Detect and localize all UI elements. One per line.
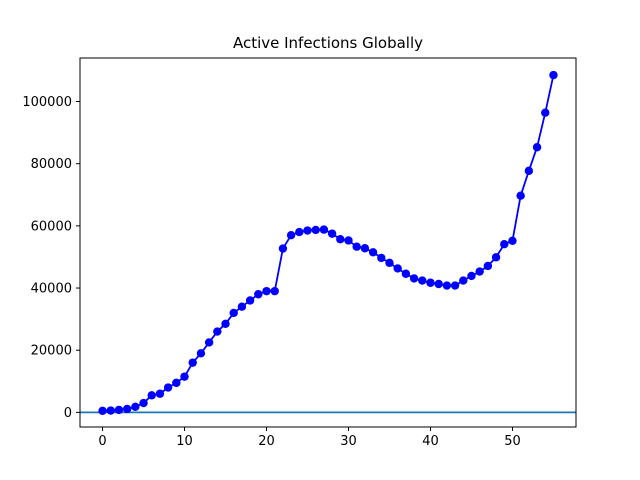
data-point	[434, 279, 443, 289]
data-point	[344, 236, 353, 245]
data-point	[221, 319, 230, 328]
data-point	[352, 242, 361, 251]
data-point	[500, 240, 509, 249]
y-tick-label: 60000	[31, 219, 72, 234]
data-point	[270, 286, 279, 296]
x-tick-label: 0	[98, 434, 106, 449]
data-point	[278, 244, 288, 253]
x-tick-label: 10	[176, 434, 193, 449]
data-point	[450, 281, 460, 290]
data-point	[245, 296, 255, 305]
y-tick-label: 80000	[31, 157, 72, 172]
x-tick-label: 40	[422, 434, 439, 449]
data-point	[204, 338, 214, 347]
data-point	[483, 261, 493, 271]
data-point	[213, 327, 222, 336]
data-point	[180, 372, 189, 381]
data-point	[467, 271, 476, 281]
chart-title: Active Infections Globally	[233, 34, 423, 52]
data-point	[196, 349, 206, 358]
y-tick-label: 40000	[31, 282, 72, 297]
data-point	[475, 267, 484, 276]
data-point	[139, 398, 148, 408]
data-point	[188, 358, 197, 367]
data-point	[98, 406, 107, 416]
data-point	[147, 391, 156, 400]
data-point	[459, 276, 468, 285]
data-point	[409, 274, 419, 283]
data-point	[393, 264, 402, 273]
data-point	[508, 236, 517, 245]
data-point	[229, 308, 238, 318]
data-point	[418, 276, 427, 285]
data-point	[327, 229, 337, 238]
data-point	[426, 278, 435, 287]
data-point	[303, 226, 312, 235]
data-point	[377, 253, 386, 263]
y-tick-label: 20000	[31, 344, 72, 359]
data-point	[360, 244, 370, 253]
data-point	[385, 258, 394, 268]
y-tick-label: 100000	[22, 95, 72, 110]
data-point	[237, 302, 247, 311]
data-point	[442, 281, 452, 290]
data-point	[295, 227, 304, 237]
x-tick-label: 20	[258, 434, 275, 449]
data-point	[516, 191, 525, 200]
data-point	[524, 166, 534, 176]
series-line	[102, 74, 555, 412]
data-point	[163, 383, 173, 392]
x-tick-label: 30	[340, 434, 357, 449]
data-point	[401, 269, 411, 278]
chart-marks	[80, 70, 576, 416]
data-point	[131, 402, 140, 411]
data-point	[155, 389, 165, 398]
data-point	[368, 248, 378, 257]
y-tick-label: 0	[64, 406, 72, 421]
chart-axes: 0 10 20 30 40 50 0 20000 40000 60000 80000 100000	[22, 57, 577, 449]
data-point	[122, 404, 132, 414]
data-point	[336, 235, 345, 244]
data-point	[541, 108, 550, 117]
plot-frame	[79, 57, 577, 428]
data-point	[311, 225, 320, 235]
x-tick-label: 50	[504, 434, 521, 449]
data-point	[319, 225, 329, 234]
data-point	[491, 253, 501, 262]
data-point	[106, 406, 115, 415]
data-point	[532, 143, 542, 152]
data-point	[114, 405, 124, 415]
data-point	[286, 230, 296, 240]
data-point	[172, 378, 181, 388]
data-point	[262, 286, 271, 296]
data-point	[254, 290, 263, 299]
data-point	[549, 70, 558, 80]
